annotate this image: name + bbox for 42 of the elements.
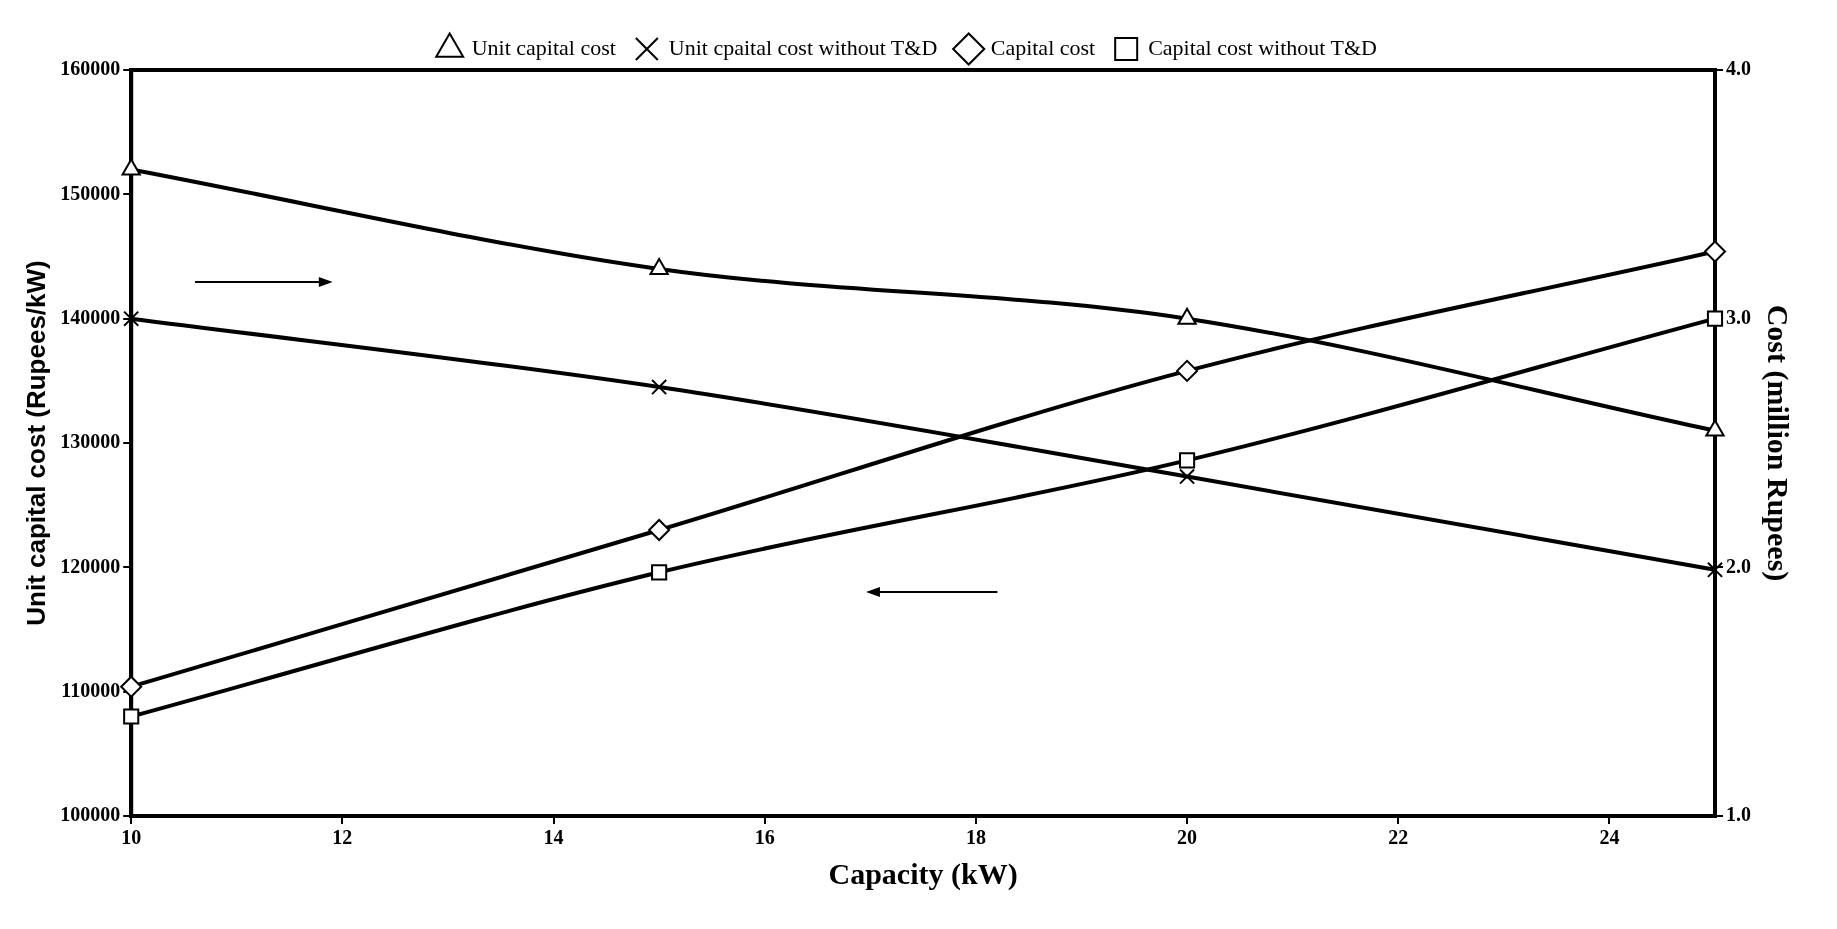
legend-label: Capital cost without T&D — [1148, 34, 1377, 60]
y-tick-label: 140000 — [60, 305, 121, 328]
point — [1176, 359, 1199, 382]
y2-tick-label: 1.0 — [1726, 803, 1751, 826]
point — [649, 257, 669, 275]
y-tick-label: 130000 — [60, 430, 121, 453]
x-tick-label: 16 — [754, 826, 775, 849]
point — [120, 675, 143, 698]
point — [123, 310, 140, 327]
point — [1177, 307, 1197, 325]
x-tick-label: 24 — [1599, 826, 1620, 849]
point — [1706, 561, 1724, 578]
y-tick-label: 160000 — [60, 57, 121, 80]
point — [648, 519, 671, 542]
y2-tick-label: 2.0 — [1726, 554, 1751, 577]
legend-label: Unit cpaital cost without T&D — [668, 34, 938, 60]
point — [651, 378, 668, 396]
x-tick-label: 20 — [1177, 826, 1198, 849]
point — [123, 708, 140, 725]
y2-tick-label: 4.0 — [1726, 57, 1751, 80]
x-tick-label: 10 — [121, 826, 142, 849]
y-tick-label: 120000 — [60, 554, 121, 577]
point — [1705, 419, 1725, 437]
x-tick-label: 18 — [965, 826, 986, 849]
point — [1704, 240, 1726, 263]
point — [651, 564, 668, 581]
y-tick-label: 110000 — [61, 678, 121, 701]
point — [1706, 310, 1724, 327]
point — [1179, 452, 1196, 469]
y2-tick-label: 3.0 — [1726, 305, 1751, 328]
x-tick-label: 12 — [332, 826, 353, 849]
y-axis-title: Unit capital cost (Rupees/kW) — [20, 260, 51, 626]
y-tick-label: 100000 — [60, 803, 121, 826]
x-axis-title: Capacity (kW) — [828, 856, 1018, 891]
x-tick-label: 14 — [543, 826, 564, 849]
point — [121, 158, 141, 176]
legend-label: Capital cost — [990, 34, 1096, 60]
x-tick-label: 22 — [1388, 826, 1409, 849]
legend-label: Unit capital cost — [471, 34, 616, 60]
y-tick-label: 150000 — [60, 181, 121, 204]
y2-axis-title: Cost (million Rupees) — [1761, 304, 1796, 582]
point — [1179, 468, 1196, 485]
